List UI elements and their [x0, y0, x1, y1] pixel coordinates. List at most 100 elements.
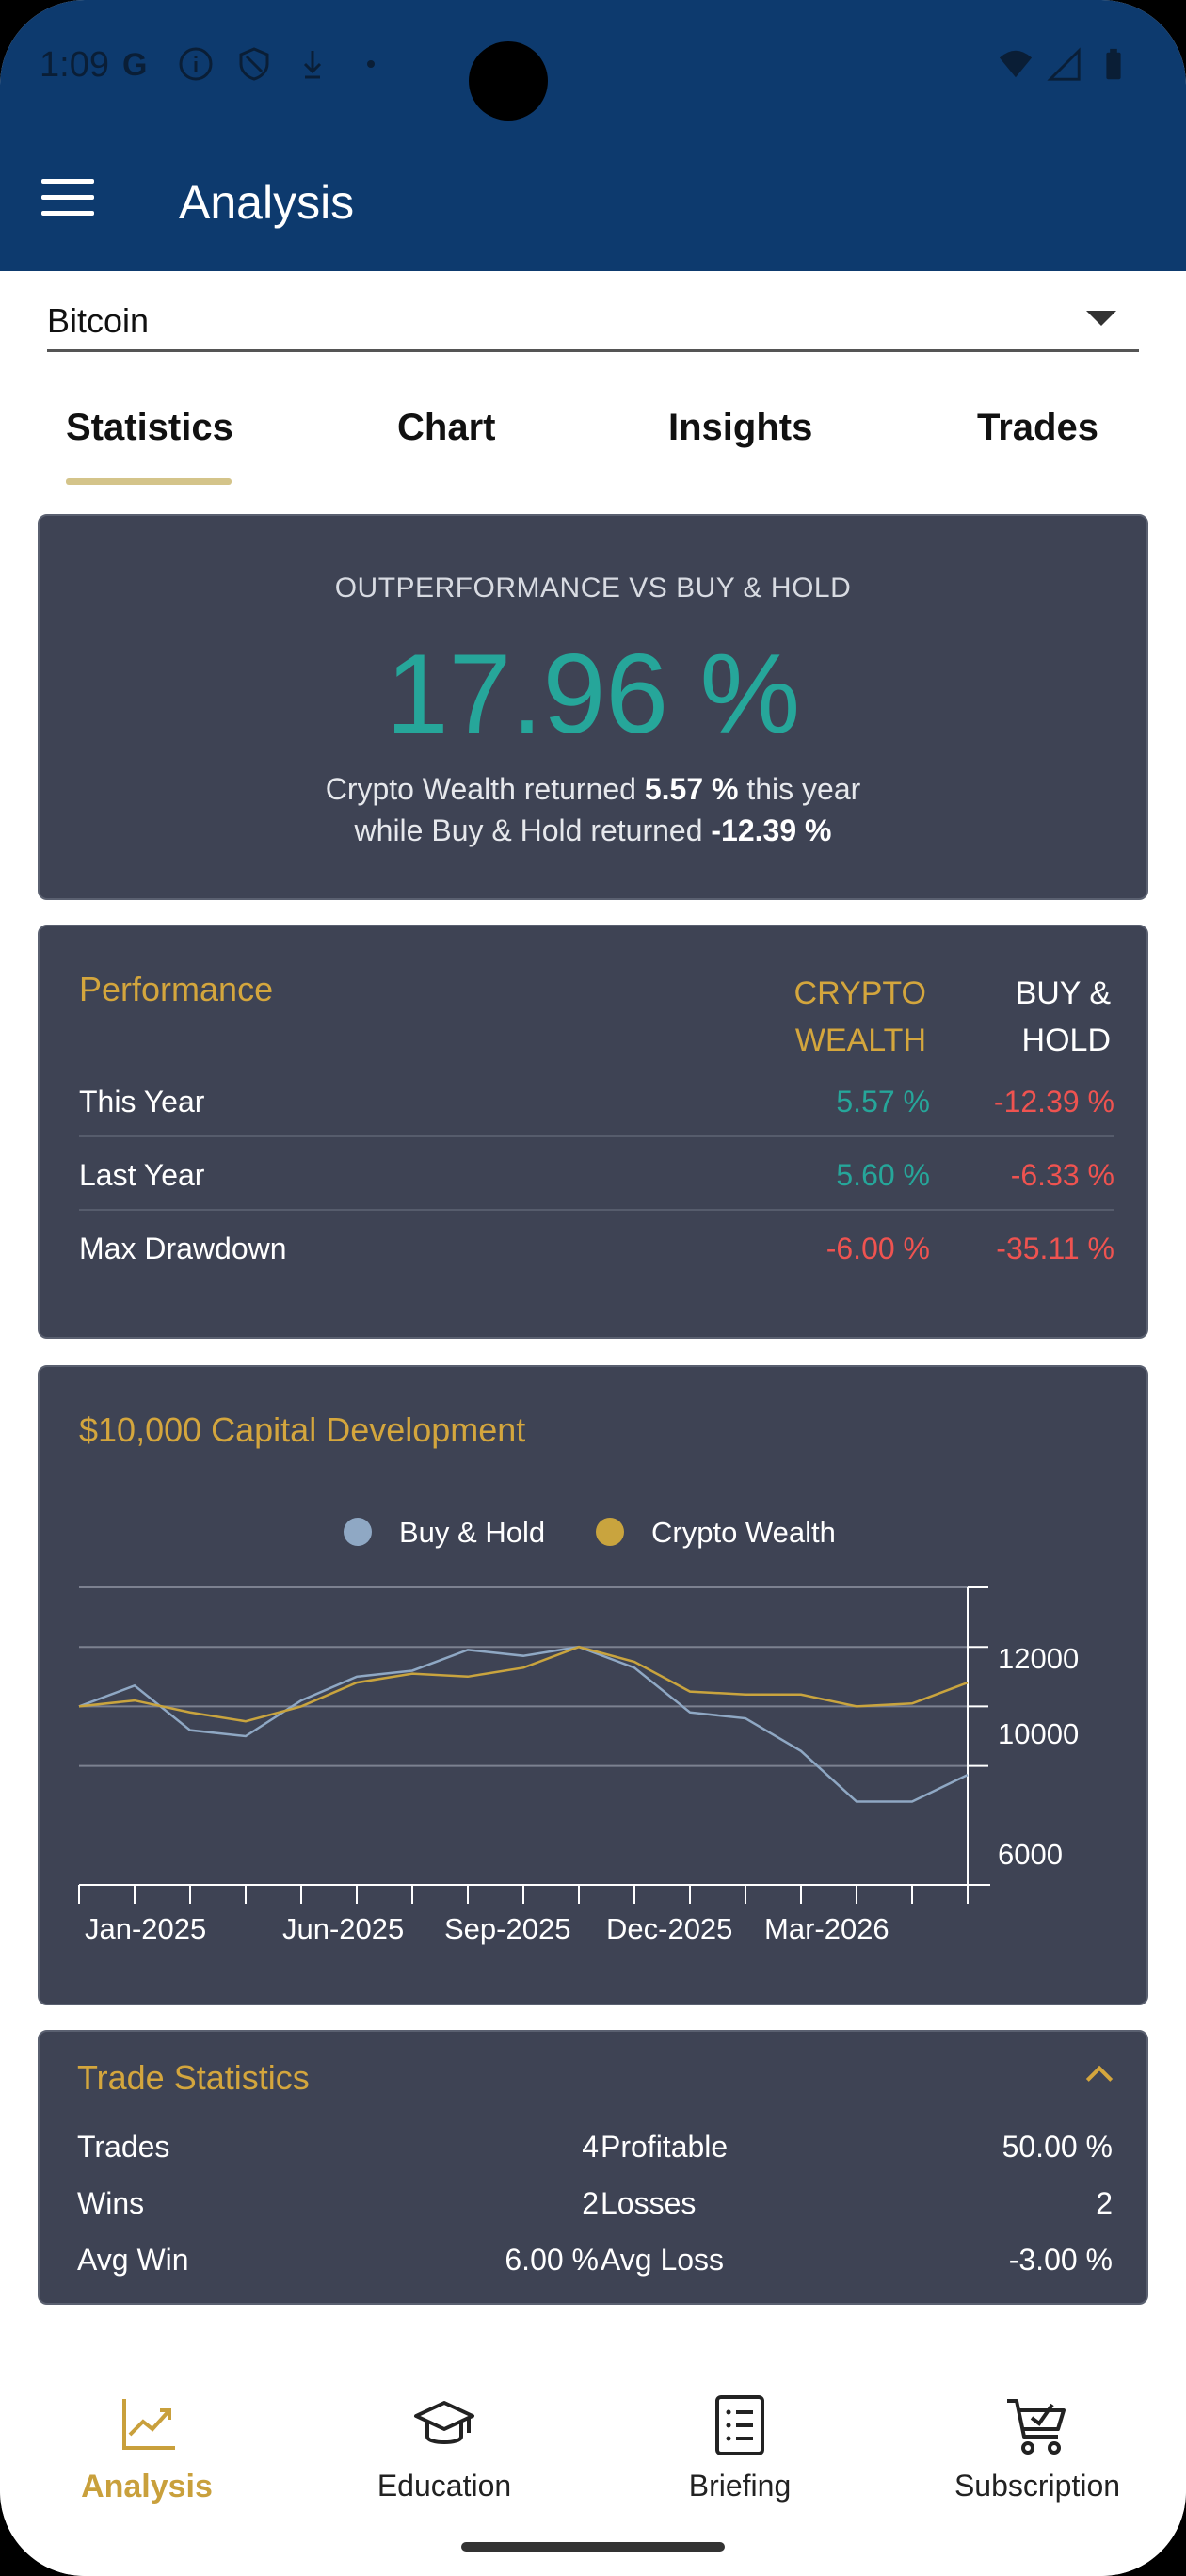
- outperformance-label: OUTPERFORMANCE VS BUY & HOLD: [334, 572, 852, 604]
- tab-trades[interactable]: Trades: [977, 407, 1098, 448]
- caret-down-icon: [1086, 311, 1116, 326]
- tab-chart[interactable]: Chart: [397, 407, 496, 448]
- x-tick-label: Sep-2025: [444, 1912, 570, 1945]
- download-icon: [303, 51, 322, 79]
- performance-card: Performance CRYPTO WEALTH BUY & HOLD Thi…: [38, 925, 1148, 1339]
- buyhold-return-prefix: while Buy & Hold returned: [354, 813, 703, 847]
- capital-development-chart[interactable]: Buy & Hold Crypto Wealth 12000 10000 600…: [40, 1367, 1150, 2007]
- x-axis-ticks: [78, 1885, 969, 1904]
- row-label: Max Drawdown: [79, 1232, 287, 1265]
- row-label: Last Year: [79, 1158, 205, 1192]
- analysis-tabs: Statistics Chart Insights Trades: [0, 395, 1186, 490]
- stat-value-avg-win: 6.00 %: [505, 2243, 599, 2277]
- nav-label-subscription: Subscription: [954, 2469, 1121, 2503]
- performance-col-buy-hold: BUY & HOLD: [960, 970, 1111, 1064]
- trade-statistics-card: Trade Statistics Trades 4 Profitable 50.…: [38, 2030, 1148, 2305]
- stat-label-avg-win: Avg Win: [77, 2243, 189, 2277]
- wifi-icon: [999, 50, 1033, 78]
- legend-marker-crypto-wealth: [596, 1518, 624, 1546]
- performance-row-last-year: Last Year 5.60 % -6.33 %: [79, 1137, 1114, 1211]
- trending-chart-icon: [122, 2399, 175, 2450]
- page-title: Analysis: [179, 176, 355, 229]
- asset-selector-value: Bitcoin: [47, 301, 150, 340]
- shopping-cart-icon: [1007, 2399, 1066, 2455]
- stat-value-losses: 2: [1096, 2186, 1113, 2220]
- outperformance-card: OUTPERFORMANCE VS BUY & HOLD 17.96 % Cry…: [38, 514, 1148, 900]
- col-cw-line2: WEALTH: [794, 1022, 926, 1058]
- stat-label-losses: Losses: [601, 2186, 697, 2220]
- row-cw-value: 5.60 %: [836, 1158, 930, 1192]
- y-tick-label: 10000: [998, 1717, 1079, 1750]
- col-bh-line1: BUY &: [1015, 975, 1111, 1011]
- front-camera: [469, 41, 548, 121]
- x-tick-label: Mar-2026: [764, 1912, 890, 1945]
- info-icon: [179, 47, 213, 81]
- asset-selector[interactable]: Bitcoin: [47, 292, 1139, 352]
- col-bh-line2: HOLD: [1021, 1022, 1111, 1058]
- col-cw-line1: CRYPTO: [793, 975, 926, 1011]
- crypto-return-value: 5.57 %: [644, 772, 739, 806]
- chevron-up-icon[interactable]: [1085, 2065, 1114, 2093]
- tab-statistics[interactable]: Statistics: [66, 407, 233, 448]
- capital-development-card: $10,000 Capital Development Buy & Hold C…: [38, 1365, 1148, 2005]
- app-header: 1:09 G Analysis: [0, 0, 1186, 271]
- nav-label-education: Education: [377, 2469, 512, 2503]
- dot-icon: [367, 60, 375, 68]
- nav-item-analysis[interactable]: Analysis: [6, 2391, 288, 2505]
- stat-label-trades: Trades: [77, 2130, 170, 2164]
- buyhold-return-value: -12.39 %: [711, 813, 832, 847]
- svg-text:G: G: [122, 47, 147, 83]
- legend-marker-buy-hold: [344, 1518, 372, 1546]
- outperformance-value: 17.96 %: [385, 631, 801, 757]
- performance-title: Performance: [79, 970, 274, 1008]
- stat-value-avg-loss: -3.00 %: [1008, 2243, 1113, 2277]
- status-notifications: G: [119, 45, 390, 83]
- status-time: 1:09: [40, 45, 109, 85]
- x-tick-label: Jan-2025: [85, 1912, 206, 1945]
- nav-item-subscription[interactable]: Subscription: [896, 2391, 1178, 2504]
- status-bar: 1:09 G: [0, 0, 1186, 132]
- series-line-buy-hold: [78, 1645, 969, 1803]
- chart-title: $10,000 Capital Development: [79, 1410, 526, 1449]
- y-tick-label: 6000: [998, 1838, 1063, 1871]
- row-bh-value: -35.11 %: [996, 1232, 1114, 1265]
- nav-label-analysis: Analysis: [81, 2469, 213, 2504]
- google-icon: G: [122, 47, 147, 83]
- nav-item-briefing[interactable]: Briefing: [599, 2391, 881, 2504]
- stat-label-wins: Wins: [77, 2186, 145, 2220]
- active-tab-indicator: [66, 478, 232, 485]
- trade-statistics-title: Trade Statistics: [77, 2058, 310, 2097]
- nav-item-education[interactable]: Education: [303, 2391, 585, 2504]
- legend-label-buy-hold[interactable]: Buy & Hold: [399, 1516, 545, 1549]
- row-cw-value: -6.00 %: [825, 1232, 930, 1265]
- legend-label-crypto-wealth[interactable]: Crypto Wealth: [651, 1516, 836, 1549]
- row-bh-value: -6.33 %: [1010, 1158, 1114, 1192]
- nav-label-briefing: Briefing: [688, 2469, 792, 2503]
- stat-value-profitable: 50.00 %: [1002, 2130, 1113, 2164]
- battery-icon: [1106, 48, 1121, 80]
- x-tick-label: Dec-2025: [606, 1912, 732, 1945]
- crypto-return-prefix: Crypto Wealth returned: [325, 772, 636, 806]
- signal-icon: [1047, 47, 1081, 81]
- row-cw-value: 5.57 %: [836, 1085, 930, 1119]
- performance-row-this-year: This Year 5.57 % -12.39 %: [79, 1064, 1114, 1137]
- stat-value-wins: 2: [582, 2186, 599, 2220]
- performance-col-crypto-wealth: CRYPTO WEALTH: [738, 970, 926, 1064]
- graduation-cap-icon: [414, 2401, 474, 2444]
- menu-icon[interactable]: [41, 179, 94, 226]
- home-indicator[interactable]: [461, 2542, 725, 2552]
- stat-value-trades: 4: [582, 2130, 599, 2164]
- document-list-icon: [715, 2395, 764, 2455]
- stat-label-profitable: Profitable: [601, 2130, 729, 2164]
- series-line-crypto-wealth: [78, 1645, 969, 1723]
- tab-insights[interactable]: Insights: [668, 407, 813, 448]
- chart-grid: [79, 1586, 968, 1767]
- outperformance-buyhold-line: while Buy & Hold returned -12.39 %: [40, 813, 1146, 848]
- shield-icon: [239, 47, 269, 81]
- crypto-return-suffix: this year: [746, 772, 861, 806]
- y-axis-ticks: [968, 1586, 988, 1886]
- stat-label-avg-loss: Avg Loss: [601, 2243, 725, 2277]
- outperformance-crypto-line: Crypto Wealth returned 5.57 % this year: [40, 772, 1146, 807]
- row-bh-value: -12.39 %: [993, 1085, 1114, 1119]
